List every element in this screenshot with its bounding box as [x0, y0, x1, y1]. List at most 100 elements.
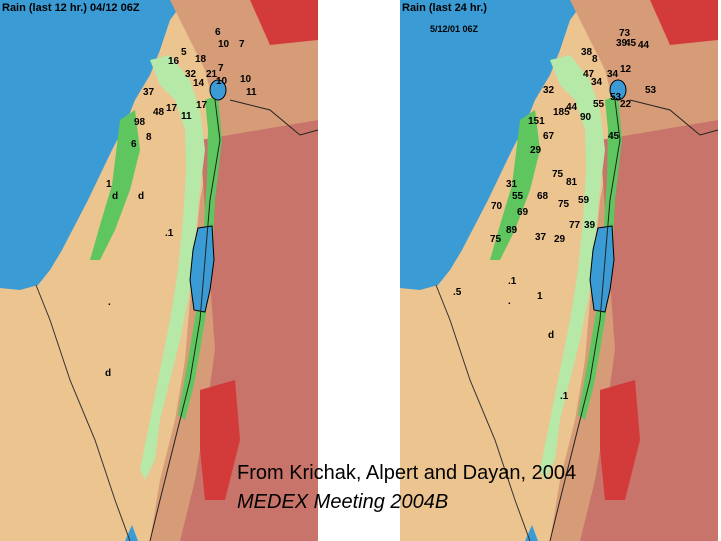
rain-value-label: d — [548, 330, 555, 341]
terrain-map — [0, 0, 318, 541]
rain-value-label: 75 — [552, 169, 564, 180]
mediterranean-sea — [0, 0, 185, 290]
rain-value-label: 45 — [625, 38, 637, 49]
rain-value-label: .1 — [508, 276, 517, 287]
rain-value-label: 45 — [608, 131, 620, 142]
rain-value-label: 47 — [583, 69, 595, 80]
rain-value-label: 16 — [168, 56, 180, 67]
rain-value-label: 90 — [580, 112, 592, 123]
sea-of-galilee — [209, 79, 227, 101]
rain-value-label: . — [108, 297, 111, 308]
rain-value-label: 17 — [196, 100, 208, 111]
rain-value-label: 55 — [593, 99, 605, 110]
rain-value-label: 53 — [610, 92, 622, 103]
rain-value-label: 17 — [166, 103, 178, 114]
rain-value-label: 29 — [554, 234, 566, 245]
rain-value-label: 1 — [537, 291, 543, 302]
rain-value-label: 98 — [134, 117, 146, 128]
border-line-east — [149, 99, 221, 541]
rain-value-label: . — [508, 296, 511, 307]
rain-value-label: 10 — [218, 39, 230, 50]
rain-value-label: 8 — [592, 54, 598, 65]
rain-value-label: 10 — [216, 76, 228, 87]
northern-peaks — [650, 0, 718, 45]
rain-value-label: 38 — [581, 47, 593, 58]
rain-value-label: 10 — [240, 74, 252, 85]
rain-value-label: 32 — [185, 69, 197, 80]
rain-value-label: 70 — [491, 201, 503, 212]
rain-value-label: 34 — [591, 77, 603, 88]
rain-value-label: d — [112, 191, 119, 202]
rain-value-label: 11 — [246, 87, 257, 98]
rain-value-label: 7 — [239, 39, 245, 50]
northern-peaks — [250, 0, 318, 45]
map-date-stamp: 5/12/01 06Z — [430, 24, 479, 34]
rain-map-24hr: Rain (last 24 hr.) 5/12/01 06Z 73 39 45 44 3… — [400, 0, 718, 541]
terrain-map — [400, 0, 718, 541]
rain-value-label: 53 — [645, 85, 657, 96]
rain-value-label: 12 — [620, 64, 632, 75]
rain-value-label: 8 — [146, 132, 152, 143]
rain-value-label: 7 — [218, 63, 224, 74]
southern-peaks — [600, 380, 640, 500]
rain-value-label: d — [138, 191, 145, 202]
rain-value-label: 21 — [206, 69, 218, 80]
rain-value-label: .5 — [453, 287, 462, 298]
rain-value-label: 73 — [619, 28, 631, 39]
rain-value-label: 59 — [578, 195, 590, 206]
citation-caption: From Krichak, Alpert and Dayan, 2004 — [237, 462, 577, 484]
rain-value-label: d — [105, 368, 112, 379]
rain-value-label: 5 — [181, 47, 187, 58]
rain-value-label: 75 — [558, 199, 570, 210]
rain-value-label: 48 — [153, 107, 165, 118]
rain-value-label: 81 — [566, 177, 578, 188]
rain-value-label: 55 — [512, 191, 524, 202]
rain-value-label: 11 — [181, 111, 192, 122]
jordan-valley — [178, 95, 222, 420]
rain-value-label: 37 — [143, 87, 155, 98]
map-title: Rain (last 24 hr.) — [402, 2, 487, 14]
rain-value-label: 77 — [569, 220, 581, 231]
rain-value-label: 31 — [506, 179, 518, 190]
rain-value-label: 151 — [528, 116, 545, 127]
jordan-valley — [578, 95, 622, 420]
rain-value-label: .1 — [165, 228, 174, 239]
sea-of-galilee — [609, 79, 627, 101]
border-line-north — [229, 99, 318, 136]
map-title: Rain (last 12 hr.) 04/12 06Z — [2, 2, 140, 14]
rain-map-12hr: Rain (last 12 hr.) 04/12 06Z 6 10 7 5 16 18 7 3… — [0, 0, 318, 541]
dead-sea — [589, 225, 615, 313]
rain-value-label: 29 — [530, 145, 542, 156]
rain-value-label: 18 — [195, 54, 207, 65]
southern-peaks — [200, 380, 240, 500]
border-line-east — [549, 99, 621, 541]
border-line — [435, 284, 531, 541]
rain-value-label: 69 — [517, 207, 529, 218]
rain-value-label: 89 — [506, 225, 518, 236]
mediterranean-sea — [400, 0, 585, 290]
coastal-green — [490, 110, 540, 260]
rain-value-label: 6 — [131, 139, 137, 150]
green-foothills — [140, 55, 205, 480]
rain-value-label: .1 — [560, 391, 569, 402]
border-line — [35, 284, 131, 541]
rain-value-label: 14 — [193, 78, 205, 89]
rain-value-label: 68 — [537, 191, 549, 202]
rain-value-label: 44 — [638, 40, 650, 51]
rain-value-label: 22 — [620, 99, 632, 110]
green-foothills — [540, 55, 605, 480]
rain-value-label: 67 — [543, 131, 555, 142]
meeting-caption: MEDEX Meeting 2004B — [237, 491, 449, 513]
rain-value-label: 39 — [616, 38, 628, 49]
rain-value-label: 39 — [584, 220, 596, 231]
coastal-green — [90, 110, 140, 260]
rain-value-label: 34 — [607, 69, 619, 80]
border-line-north — [629, 99, 718, 136]
dead-sea — [189, 225, 215, 313]
rain-value-label: 1 — [106, 179, 112, 190]
rain-value-label: 44 — [566, 102, 578, 113]
rain-value-label: 32 — [543, 85, 555, 96]
rain-value-label: 75 — [490, 234, 502, 245]
rain-value-label: 185 — [553, 107, 570, 118]
rain-value-label: 37 — [535, 232, 547, 243]
